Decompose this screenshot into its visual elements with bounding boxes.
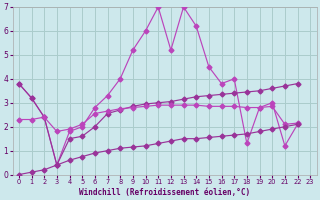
X-axis label: Windchill (Refroidissement éolien,°C): Windchill (Refroidissement éolien,°C) xyxy=(79,188,250,197)
